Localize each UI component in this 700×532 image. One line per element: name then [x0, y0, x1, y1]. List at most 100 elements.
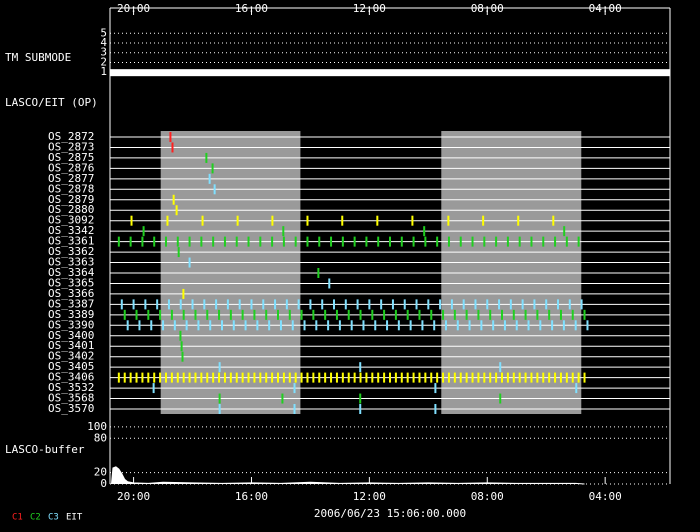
- event-tick: [471, 236, 474, 247]
- event-tick: [271, 215, 274, 226]
- event-tick: [120, 299, 123, 310]
- event-tick: [563, 226, 566, 237]
- y-tick-label: 3: [100, 46, 107, 59]
- event-tick: [138, 320, 141, 331]
- event-tick: [303, 320, 306, 331]
- event-tick: [427, 299, 430, 310]
- event-tick: [498, 299, 501, 310]
- legend-entry: C1: [12, 513, 23, 523]
- event-tick: [126, 320, 129, 331]
- event-tick: [530, 372, 533, 383]
- event-tick: [175, 205, 178, 216]
- event-tick: [509, 299, 512, 310]
- event-tick: [218, 309, 221, 320]
- event-tick: [551, 320, 554, 331]
- event-tick: [368, 299, 371, 310]
- event-tick: [297, 299, 300, 310]
- event-tick: [117, 236, 120, 247]
- event-tick: [559, 372, 562, 383]
- event-tick: [171, 142, 174, 153]
- event-tick: [179, 330, 182, 341]
- event-tick: [397, 320, 400, 331]
- panel-label: TM SUBMODE: [5, 51, 71, 64]
- event-tick: [182, 288, 185, 299]
- event-tick: [232, 320, 235, 331]
- event-tick: [181, 351, 184, 362]
- event-tick: [445, 320, 447, 331]
- event-tick: [524, 309, 527, 320]
- event-tick: [123, 372, 126, 383]
- event-tick: [176, 236, 179, 247]
- event-tick: [330, 372, 333, 383]
- event-tick: [442, 309, 445, 320]
- event-tick: [180, 341, 183, 352]
- event-tick: [123, 309, 126, 320]
- event-tick: [583, 309, 586, 320]
- buffer-area: [110, 466, 585, 485]
- row-label: OS_3401: [48, 339, 94, 352]
- event-tick: [150, 320, 153, 331]
- event-tick: [447, 215, 450, 226]
- event-tick: [503, 320, 506, 331]
- row-label: OS_3568: [48, 392, 94, 405]
- event-tick: [412, 372, 415, 383]
- row-label: OS_3390: [48, 318, 94, 331]
- event-tick: [188, 257, 191, 268]
- event-tick: [365, 236, 368, 247]
- event-tick: [294, 372, 297, 383]
- event-tick: [468, 320, 471, 331]
- event-tick: [434, 383, 437, 394]
- row-label: OS_3363: [48, 256, 94, 269]
- event-tick: [327, 320, 330, 331]
- event-tick: [548, 372, 551, 383]
- event-tick: [542, 236, 545, 247]
- event-tick: [259, 236, 262, 247]
- row-label: OS_3387: [48, 297, 94, 310]
- event-tick: [495, 236, 498, 247]
- y-tick-label: 80: [94, 431, 107, 444]
- event-tick: [409, 320, 412, 331]
- event-tick: [350, 320, 353, 331]
- event-tick: [144, 299, 147, 310]
- event-tick: [424, 372, 427, 383]
- event-tick: [213, 184, 216, 195]
- event-tick: [159, 372, 162, 383]
- event-tick: [173, 320, 176, 331]
- event-tick: [394, 372, 397, 383]
- event-tick: [172, 194, 175, 205]
- event-tick: [418, 372, 421, 383]
- event-tick: [194, 309, 197, 320]
- event-tick: [229, 372, 232, 383]
- event-tick: [489, 309, 492, 320]
- event-tick: [447, 372, 450, 383]
- event-tick: [132, 299, 135, 310]
- event-tick: [293, 404, 296, 414]
- event-tick: [274, 299, 277, 310]
- event-tick: [218, 362, 221, 373]
- event-tick: [557, 299, 559, 310]
- event-tick: [265, 309, 268, 320]
- event-tick: [418, 309, 421, 320]
- event-tick: [562, 320, 565, 331]
- y-tick-label: 5: [100, 26, 107, 39]
- legend-entry: EIT: [66, 513, 83, 523]
- event-tick: [542, 372, 545, 383]
- event-tick: [580, 299, 583, 310]
- event-tick: [288, 372, 291, 383]
- event-tick: [315, 320, 318, 331]
- panel-label: LASCO-buffer: [5, 443, 85, 456]
- legend-entry: C3: [48, 513, 59, 523]
- event-tick: [191, 299, 194, 310]
- event-tick: [306, 236, 309, 247]
- event-tick: [492, 320, 495, 331]
- event-tick: [165, 372, 167, 383]
- event-tick: [521, 299, 524, 310]
- event-tick: [506, 236, 509, 247]
- event-tick: [383, 309, 386, 320]
- event-tick: [406, 309, 409, 320]
- event-tick: [208, 173, 211, 184]
- event-tick: [253, 372, 256, 383]
- event-tick: [568, 299, 571, 310]
- row-label: OS_2873: [48, 140, 94, 153]
- event-tick: [256, 320, 259, 331]
